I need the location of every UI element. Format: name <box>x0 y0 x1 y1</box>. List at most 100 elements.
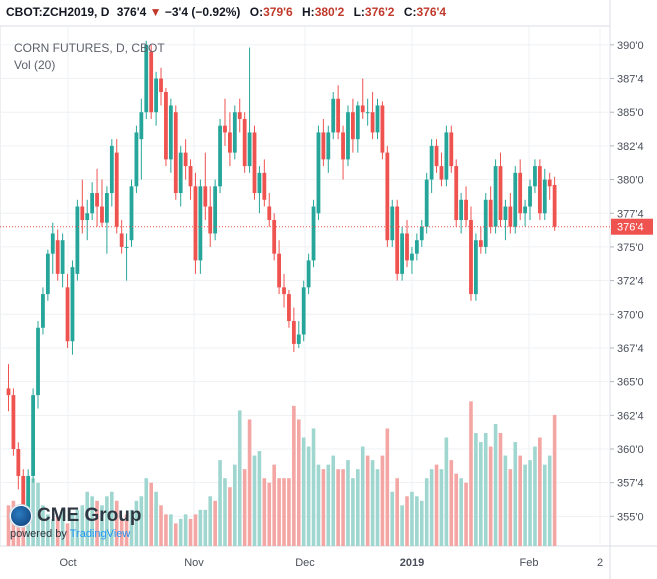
candle-body <box>533 166 537 187</box>
candle-body <box>405 233 409 261</box>
candle-body <box>488 199 493 227</box>
candle-body <box>518 172 523 214</box>
candle-body <box>247 132 252 167</box>
y-tick-label: 380'0 <box>617 175 644 187</box>
candle-body <box>385 152 390 241</box>
candle-body <box>70 267 75 342</box>
candle-body <box>119 233 124 247</box>
candle-body <box>306 260 311 288</box>
last-price-line: 376'4 <box>0 218 653 235</box>
candle-body <box>257 172 262 194</box>
volume-bar <box>538 437 542 546</box>
volume-bar <box>31 478 35 546</box>
y-tick-label: 372'4 <box>617 276 644 288</box>
volume-bar <box>247 419 252 546</box>
volume-bar <box>483 433 488 546</box>
candle-body <box>503 206 508 220</box>
candle-body <box>552 184 557 227</box>
volume-bar <box>6 505 11 546</box>
volume-bar <box>479 442 483 546</box>
candle-body <box>498 166 503 220</box>
candle-body <box>360 105 365 113</box>
x-tick-label: 2019 <box>400 557 424 569</box>
candle-body <box>380 105 385 153</box>
price-axis[interactable]: 355'0 357'4 360'0 362'4 365'0 367'4 370'0 372'4… <box>610 40 644 524</box>
volume-bar <box>36 482 40 546</box>
volume-bar <box>198 509 203 546</box>
cme-logo[interactable]: CME Group powered by TradingView <box>10 505 142 540</box>
candle-body <box>287 294 291 322</box>
candle-body <box>395 206 400 274</box>
candle-body <box>183 152 188 167</box>
symbol-label[interactable]: CBOT:ZCH2019, D <box>6 5 110 19</box>
volume-bar <box>488 446 493 546</box>
x-tick-label: Feb <box>520 557 539 569</box>
volume-bar <box>252 455 257 546</box>
volume-bar <box>257 451 262 546</box>
candle-body <box>26 475 31 510</box>
volume-bar <box>75 509 80 546</box>
volume-indicator-label[interactable]: Vol (20) <box>14 58 56 72</box>
volume-bar <box>223 478 227 546</box>
volume-bar <box>262 478 267 546</box>
volume-bar <box>503 455 508 546</box>
low-label: L: <box>353 5 365 19</box>
candle-body <box>173 112 178 194</box>
volume-bar <box>390 491 395 546</box>
time-axis[interactable]: Oct Nov Dec 2019 Feb 2 <box>59 557 603 569</box>
volume-bar <box>193 514 198 546</box>
volume-bar <box>124 514 129 546</box>
volume-bar <box>410 491 414 546</box>
volume-bar <box>282 478 286 546</box>
candle-body <box>291 321 296 344</box>
candle-body <box>262 172 267 200</box>
candle-body <box>168 105 173 160</box>
candle-body <box>469 219 473 295</box>
volume-bar <box>188 518 193 546</box>
candle-body <box>55 240 60 274</box>
candle-body <box>65 287 70 342</box>
candle-body <box>508 206 513 227</box>
y-tick-label: 360'0 <box>617 444 644 456</box>
candle-body <box>208 206 213 234</box>
volume-bar <box>439 469 444 546</box>
volume-bar <box>144 478 149 546</box>
candle-body <box>203 186 208 207</box>
candle-body <box>232 112 237 153</box>
candle-body <box>154 78 158 113</box>
candle-body <box>95 193 99 207</box>
candle-body <box>346 112 350 160</box>
series-title[interactable]: CORN FUTURES, D, CBOT <box>14 41 165 55</box>
volume-bar <box>90 496 94 546</box>
volume-bar <box>134 500 139 546</box>
volume-bar <box>301 437 306 546</box>
open-value: 379'6 <box>263 5 293 19</box>
tradingview-link[interactable]: TradingView <box>69 528 131 540</box>
chart-legend: CORN FUTURES, D, CBOT Vol (20) <box>14 40 165 74</box>
volume-bar <box>149 482 153 546</box>
volume-bar <box>287 478 291 546</box>
volume-bar <box>444 437 449 546</box>
volume-bar <box>41 505 45 546</box>
y-tick-label: 362'4 <box>617 410 644 422</box>
candle-body <box>36 327 40 396</box>
volume-bar <box>70 514 75 546</box>
candle-body <box>31 395 35 476</box>
volume-bar <box>100 505 104 546</box>
close-value: 376'4 <box>416 5 447 19</box>
volume-bar <box>306 446 311 546</box>
volume-bar <box>169 514 173 546</box>
candle-body <box>134 132 139 187</box>
candle-body <box>188 166 193 187</box>
candle-body <box>537 166 542 214</box>
candle-body <box>454 166 459 220</box>
candle-body <box>336 98 341 133</box>
candle-body <box>178 152 183 194</box>
candle-body <box>370 112 375 133</box>
volume-bar <box>85 491 90 546</box>
y-tick-label: 375'0 <box>617 242 644 254</box>
candle-body <box>410 253 414 261</box>
volume-bar <box>508 469 513 546</box>
x-tick-label: Oct <box>59 557 76 569</box>
